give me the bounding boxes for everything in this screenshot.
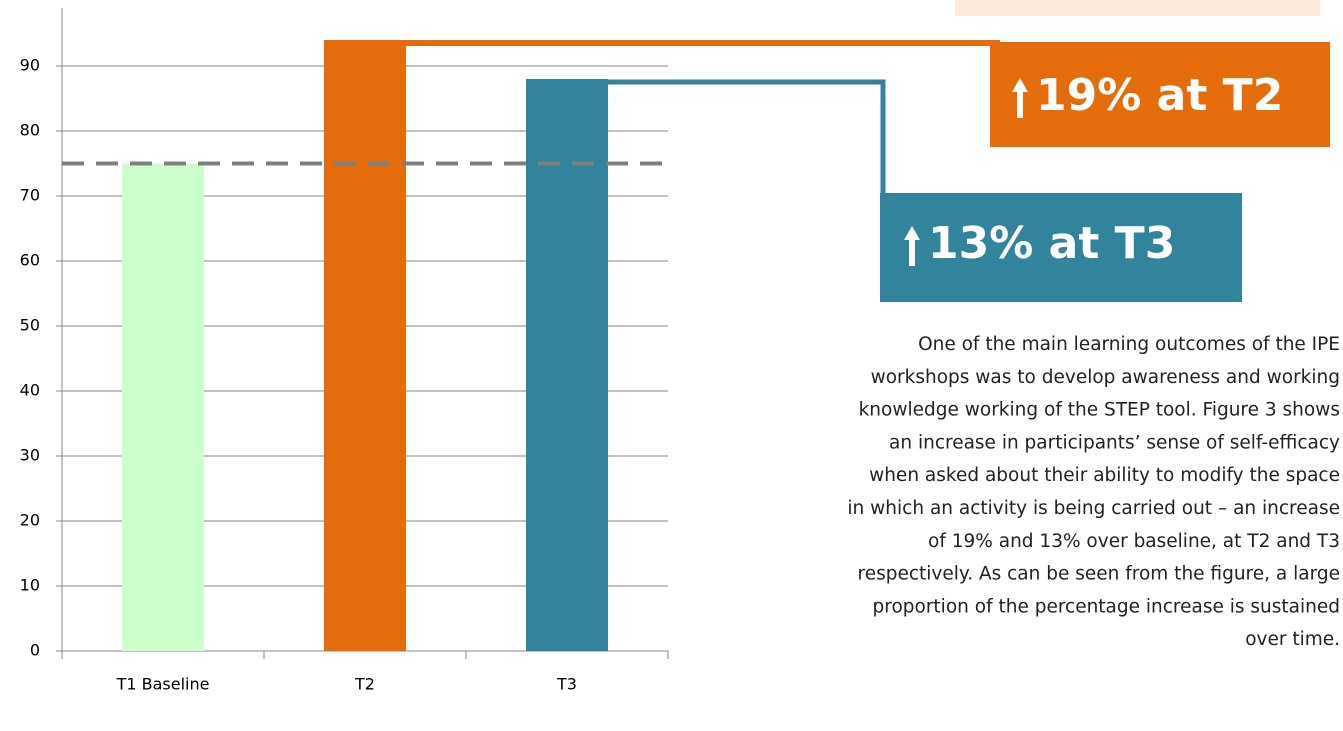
arrow-icon [1012,78,1028,118]
bar [122,163,204,651]
y-tick-label: 80 [20,121,40,140]
paragraph-line: respectively. As can be seen from the fi… [858,564,1341,585]
x-tick-label: T2 [354,675,375,694]
y-tick-label: 40 [20,381,40,400]
callout-label: 13% at T3 [928,218,1175,269]
x-tick-label: T3 [556,675,577,694]
paragraph-line: an increase in participants’ sense of se… [889,432,1340,453]
paragraph-line: workshops was to develop awareness and w… [871,367,1340,388]
callout-label: 19% at T2 [1036,70,1283,121]
paragraph-line: over time. [1245,629,1340,650]
paragraph-line: of 19% and 13% over baseline, at T2 and … [928,531,1340,552]
x-tick-label: T1 Baseline [116,675,210,694]
paragraph-line: knowledge working of the STEP tool. Figu… [859,400,1340,421]
bar [324,40,406,651]
callout-box [990,42,1330,147]
connector [608,79,886,200]
header-box [955,0,1320,16]
paragraph-line: proportion of the percentage increase is… [873,596,1341,617]
bar [526,79,608,651]
y-tick-label: 50 [20,316,40,335]
y-tick-label: 30 [20,446,40,465]
arrow-icon [904,226,920,266]
y-tick-label: 10 [20,576,40,595]
y-tick-label: 70 [20,186,40,205]
y-tick-label: 60 [20,251,40,270]
callout-box [880,193,1242,302]
y-tick-label: 0 [30,641,40,660]
y-tick-label: 20 [20,511,40,530]
paragraph-line: in which an activity is being carried ou… [847,498,1340,519]
paragraph-line: when asked about their ability to modify… [869,465,1340,486]
paragraph-line: One of the main learning outcomes of the… [918,334,1340,355]
y-tick-label: 90 [20,56,40,75]
